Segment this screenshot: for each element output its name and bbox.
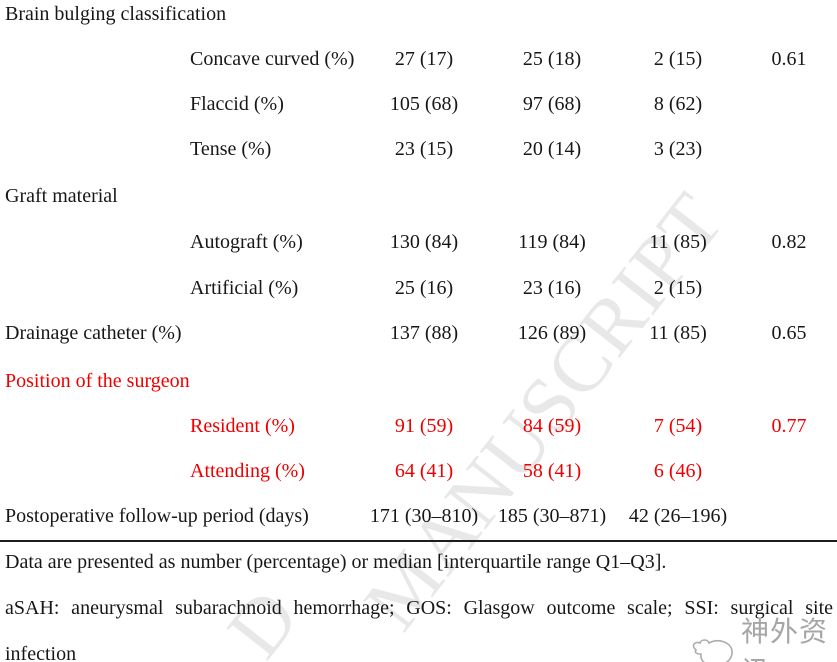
table-row: Flaccid (%) 105 (68) 97 (68) 8 (62)	[0, 93, 837, 116]
cell-col3: 11 (85)	[649, 231, 707, 253]
row-label: Postoperative follow-up period (days)	[5, 505, 309, 527]
cell-col2: 119 (84)	[518, 231, 586, 253]
table-bottom-rule	[0, 540, 837, 542]
logo-text: 神外资讯	[741, 615, 829, 662]
table-row: Graft material	[0, 185, 837, 208]
cell-col3: 11 (85)	[649, 322, 707, 344]
shenwai-zixun-logo: 神外资讯	[686, 612, 837, 662]
cell-col1: 105 (68)	[389, 93, 459, 115]
sheep-sketch-icon	[692, 639, 733, 662]
cell-col2: 58 (41)	[522, 460, 582, 482]
cell-col3: 3 (23)	[653, 138, 703, 160]
cell-col2: 20 (14)	[522, 138, 582, 160]
row-label: Tense (%)	[190, 138, 272, 160]
cell-col3: 2 (15)	[653, 48, 703, 70]
table-row: Brain bulging classification	[0, 3, 837, 26]
cell-col1: 25 (16)	[394, 277, 454, 299]
cell-pvalue: 0.61	[771, 48, 807, 70]
table-row-highlighted: Position of the surgeon	[0, 370, 837, 393]
row-label: Position of the surgeon	[5, 370, 190, 392]
cell-pvalue: 0.82	[771, 231, 807, 253]
row-label: Graft material	[5, 185, 118, 207]
table-row-highlighted: Attending (%) 64 (41) 58 (41) 6 (46)	[0, 460, 837, 483]
cell-col2: 25 (18)	[522, 48, 582, 70]
table-row: Autograft (%) 130 (84) 119 (84) 11 (85) …	[0, 231, 837, 254]
cell-col2: 97 (68)	[522, 93, 582, 115]
cell-pvalue: 0.77	[771, 415, 807, 437]
cell-col3: 6 (46)	[653, 460, 703, 482]
table-row-highlighted: Resident (%) 91 (59) 84 (59) 7 (54) 0.77	[0, 415, 837, 438]
row-label: Brain bulging classification	[5, 3, 227, 25]
table-row: Concave curved (%) 27 (17) 25 (18) 2 (15…	[0, 48, 837, 71]
row-label: Concave curved (%)	[190, 48, 355, 70]
cell-col3: 2 (15)	[653, 277, 703, 299]
row-label: Artificial (%)	[190, 277, 299, 299]
cell-col1: 91 (59)	[394, 415, 454, 437]
cell-col3: 8 (62)	[653, 93, 703, 115]
cell-col1: 137 (88)	[389, 322, 459, 344]
table-row: Postoperative follow-up period (days) 17…	[0, 505, 837, 528]
cell-col3: 7 (54)	[653, 415, 703, 437]
table-row: Artificial (%) 25 (16) 23 (16) 2 (15)	[0, 277, 837, 300]
row-label: Flaccid (%)	[190, 93, 284, 115]
table-row: Drainage catheter (%) 137 (88) 126 (89) …	[0, 322, 837, 345]
cell-col1: 130 (84)	[389, 231, 459, 253]
row-label: Resident (%)	[190, 415, 295, 437]
table-row: Tense (%) 23 (15) 20 (14) 3 (23)	[0, 138, 837, 161]
footnote-line-3: infection	[5, 643, 77, 662]
cell-col1: 64 (41)	[394, 460, 454, 482]
cell-col1: 23 (15)	[394, 138, 454, 160]
row-label: Attending (%)	[190, 460, 305, 482]
cell-col2: 84 (59)	[522, 415, 582, 437]
cell-col2: 185 (30–871)	[497, 505, 607, 527]
cell-col1: 171 (30–810)	[369, 505, 479, 527]
footnote-line-2: aSAH: aneurysmal subarachnoid hemorrhage…	[5, 597, 833, 619]
cell-col3: 42 (26–196)	[628, 505, 728, 527]
cell-col1: 27 (17)	[394, 48, 454, 70]
footnote-line-1: Data are presented as number (percentage…	[5, 551, 667, 573]
row-label: Drainage catheter (%)	[5, 322, 182, 344]
cell-col2: 126 (89)	[517, 322, 587, 344]
cell-col2: 23 (16)	[522, 277, 582, 299]
cell-pvalue: 0.65	[771, 322, 807, 344]
row-label: Autograft (%)	[190, 231, 303, 253]
